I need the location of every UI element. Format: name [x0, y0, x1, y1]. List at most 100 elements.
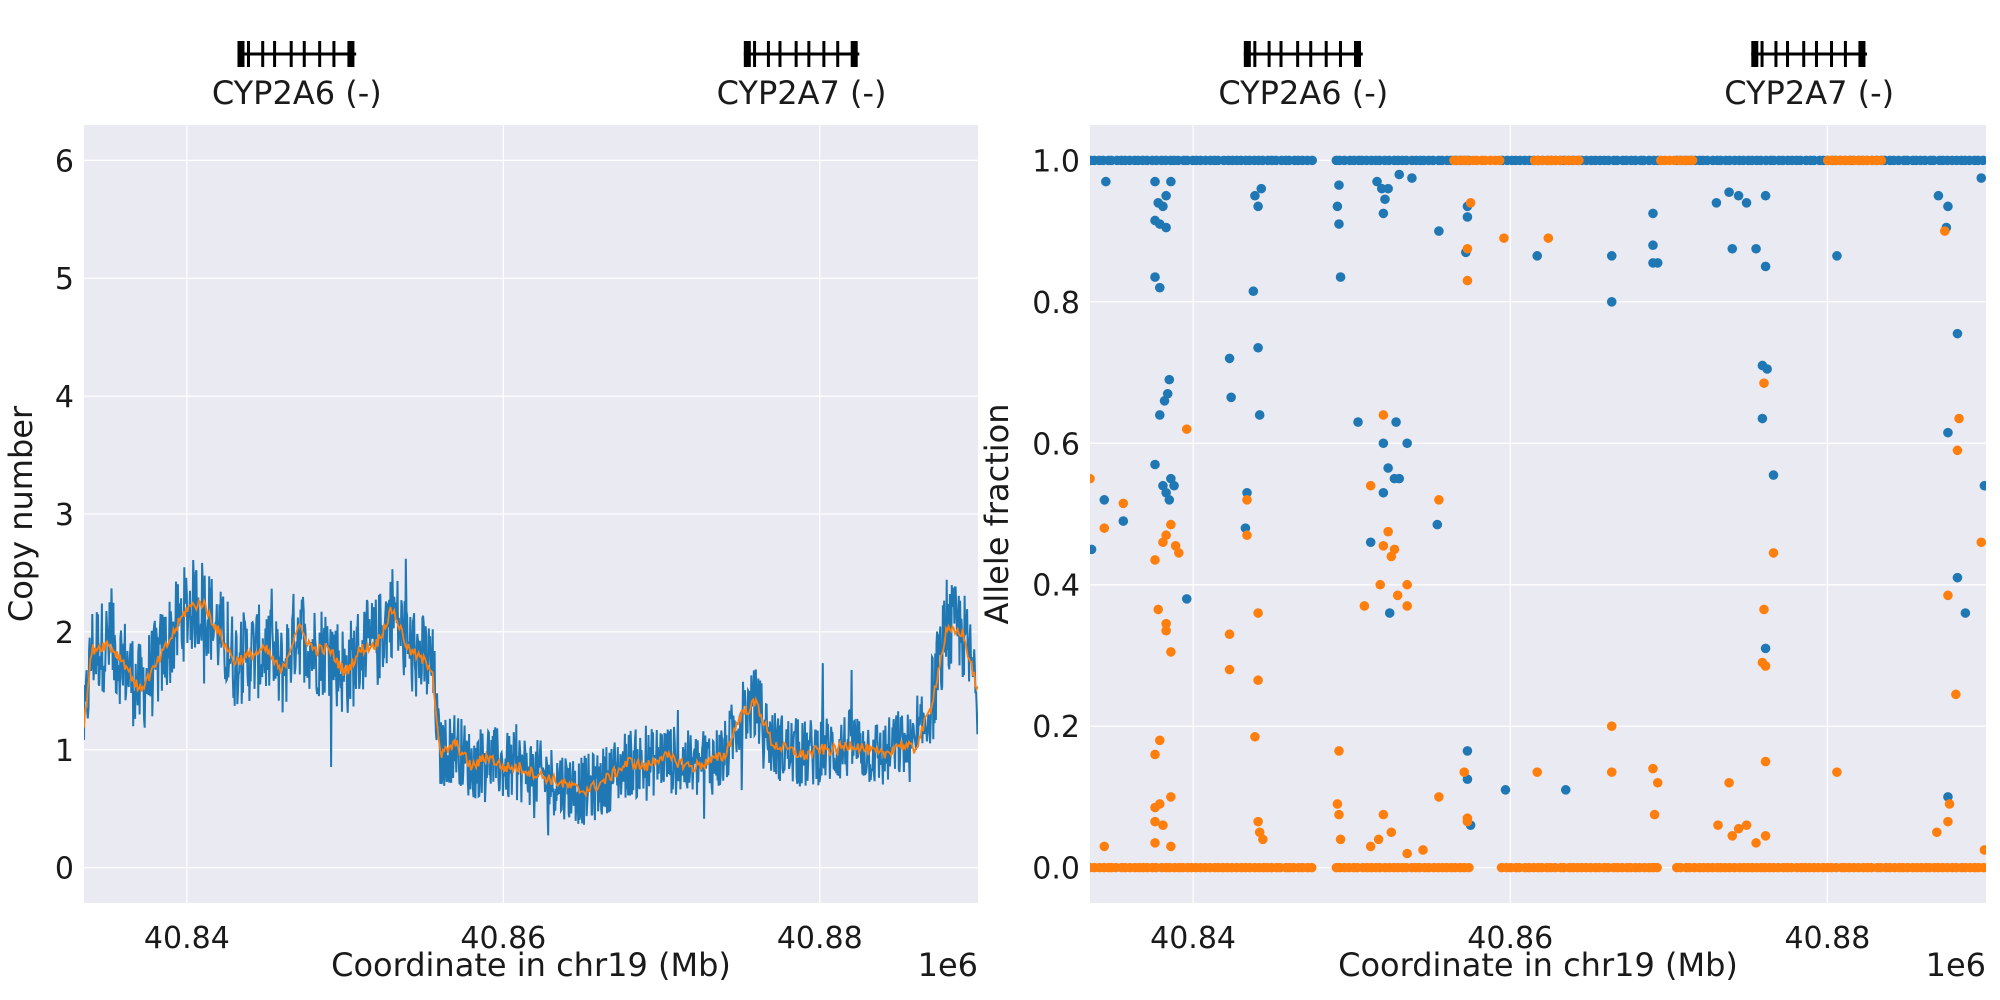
data-point — [1150, 272, 1160, 282]
data-point — [1174, 548, 1184, 558]
gene-annotation: CYP2A7 (-) — [1724, 41, 1894, 112]
data-point — [1760, 756, 1771, 767]
y-tick-label: 0.6 — [1032, 427, 1080, 462]
data-point — [1150, 816, 1160, 827]
data-point — [1459, 767, 1470, 777]
y-tick-label: 5 — [55, 262, 74, 297]
exon-mark — [1786, 41, 1790, 67]
y-tick-label: 4 — [55, 380, 74, 415]
data-point-band — [1574, 155, 1584, 166]
data-point — [1606, 721, 1617, 731]
data-point — [1334, 219, 1344, 229]
data-point — [1943, 816, 1953, 827]
data-point — [1648, 240, 1658, 251]
data-point — [1226, 392, 1236, 403]
data-point — [1161, 190, 1171, 201]
data-point — [1181, 424, 1192, 434]
data-point — [1933, 190, 1944, 201]
data-point-band — [1306, 862, 1317, 873]
exon-mark — [1324, 41, 1328, 67]
data-point — [1741, 198, 1752, 208]
data-point — [1500, 785, 1511, 795]
exon-mark — [261, 41, 265, 67]
exon-mark — [332, 41, 336, 67]
data-point — [1713, 820, 1723, 830]
data-point — [1434, 792, 1444, 802]
y-tick-label: 0.8 — [1032, 286, 1080, 321]
data-point — [1090, 473, 1095, 484]
exon-mark — [1814, 41, 1818, 67]
data-point — [1418, 845, 1428, 855]
data-point — [1943, 201, 1953, 212]
data-point — [1166, 647, 1176, 657]
data-point — [1334, 180, 1344, 190]
exon-mark — [273, 41, 277, 67]
exon-mark — [1296, 41, 1300, 67]
data-point — [1166, 841, 1176, 852]
exon-mark — [743, 41, 751, 67]
data-point — [1462, 275, 1473, 286]
data-point — [1161, 530, 1171, 541]
data-point — [1101, 176, 1111, 187]
exon-mark — [1751, 41, 1759, 67]
data-point — [1224, 353, 1235, 364]
data-point — [1099, 523, 1110, 533]
data-point — [1606, 251, 1617, 261]
data-point — [1365, 841, 1376, 852]
data-point — [1760, 831, 1771, 841]
data-point — [1353, 417, 1363, 427]
data-point — [1402, 601, 1412, 611]
data-point — [1332, 201, 1343, 212]
data-point — [1386, 551, 1397, 562]
data-point — [1378, 809, 1389, 820]
exon-mark — [318, 41, 322, 67]
allele-fraction-panel: 40.84 40.86 40.88 0.0 0.2 0.4 0.6 0.8 1.0 Coordin… — [978, 41, 1986, 984]
data-point — [1832, 767, 1842, 777]
data-point — [1759, 378, 1769, 388]
data-point — [1254, 410, 1265, 420]
data-point — [1375, 579, 1386, 590]
data-point — [1760, 261, 1771, 272]
exon-mark — [1802, 41, 1806, 67]
data-point — [1224, 664, 1235, 675]
data-point — [1952, 328, 1963, 339]
exon-mark — [836, 41, 840, 67]
exon-mark — [347, 41, 355, 67]
data-point — [1166, 519, 1176, 530]
data-point-band — [1307, 155, 1318, 166]
data-point — [1169, 480, 1179, 491]
data-point — [1733, 823, 1744, 834]
data-point-band — [1494, 155, 1505, 166]
exon-mark — [794, 41, 798, 67]
data-point — [1648, 763, 1658, 774]
x-tick-label: 40.86 — [460, 921, 546, 956]
data-point — [1154, 410, 1165, 420]
exon-mark — [1858, 41, 1866, 67]
data-point — [1161, 625, 1171, 636]
exon-mark — [822, 41, 826, 67]
exon-mark — [1253, 41, 1257, 67]
data-point — [1939, 226, 1950, 236]
data-point — [1952, 572, 1963, 583]
data-point — [1392, 590, 1403, 601]
data-point — [1335, 272, 1346, 282]
data-point — [1258, 834, 1268, 845]
data-point — [1976, 537, 1986, 548]
data-point-band — [1652, 862, 1662, 873]
data-point — [1733, 190, 1744, 201]
data-point — [1166, 792, 1176, 802]
series-line-raw — [84, 558, 978, 836]
plot-area — [1090, 125, 1986, 903]
data-point — [1944, 799, 1955, 809]
data-point — [1378, 541, 1389, 551]
y-tick-label: 0 — [55, 852, 74, 887]
gene-label: CYP2A6 (-) — [1218, 74, 1388, 112]
data-point — [1727, 831, 1738, 841]
data-point — [1652, 777, 1663, 788]
data-point — [1943, 427, 1953, 438]
exon-mark — [753, 41, 757, 67]
exon-mark — [807, 41, 811, 67]
exon-mark — [766, 41, 770, 67]
data-point — [1768, 548, 1779, 558]
data-point — [1649, 809, 1660, 820]
